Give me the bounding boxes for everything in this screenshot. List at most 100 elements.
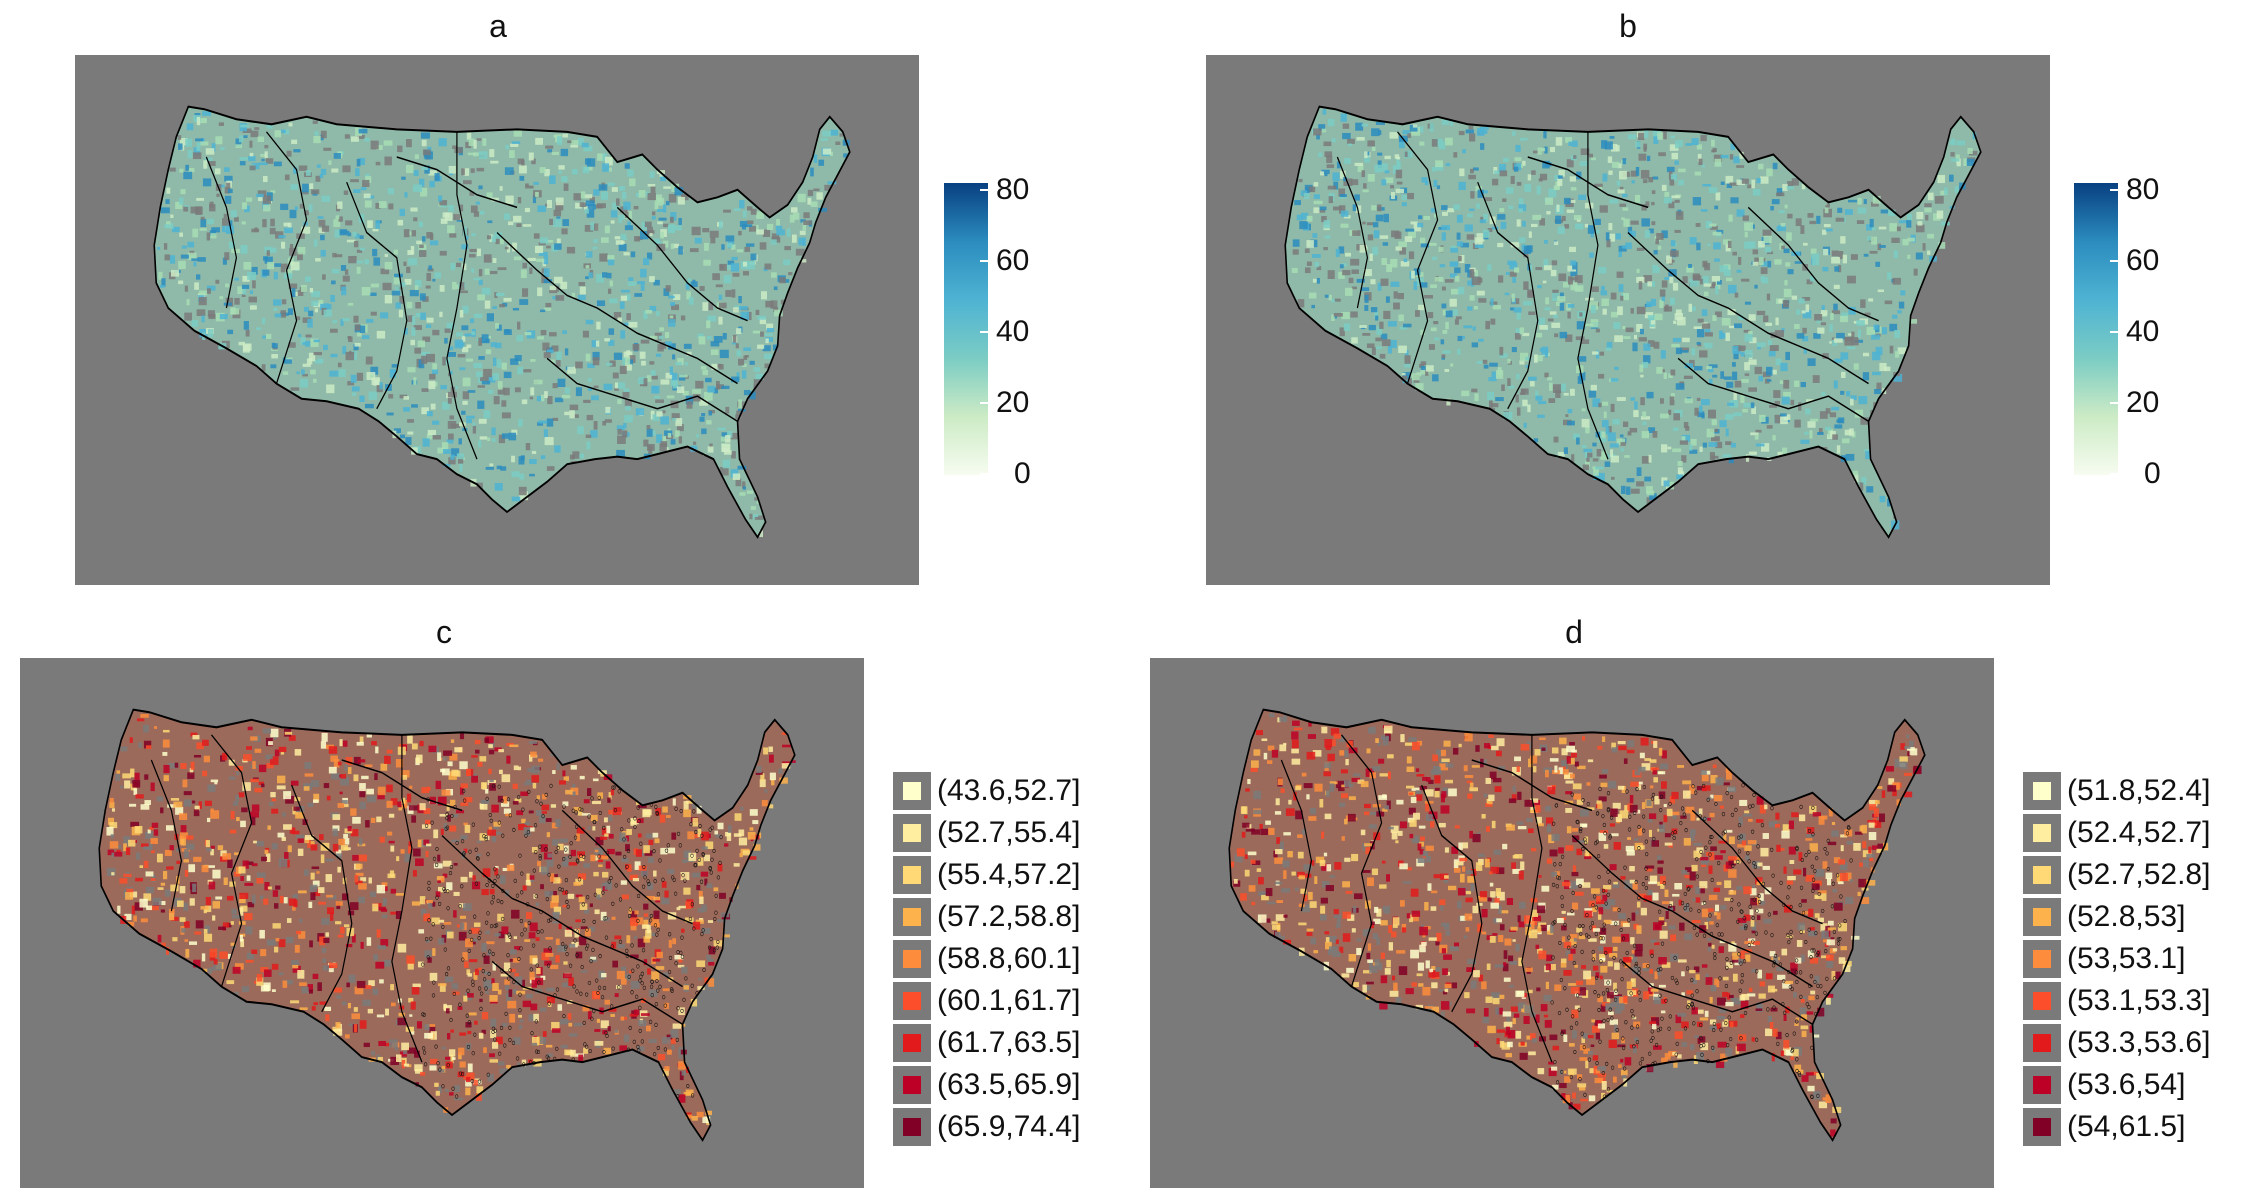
ecoregion-boundary — [1421, 784, 1483, 1013]
ecoregion-boundary — [1477, 181, 1539, 410]
us-map-b — [1284, 105, 1982, 539]
ecoregion-boundary — [491, 960, 683, 1026]
legend-d-swatch — [2033, 950, 2051, 968]
colorbar-b-tick: 80 — [2126, 173, 2160, 206]
us-map-d — [1228, 708, 1926, 1142]
colorbar-a — [944, 183, 988, 475]
ecoregion-boundary — [1336, 156, 1369, 309]
panel-title-c: c — [436, 614, 452, 650]
map-panel-d — [1150, 658, 1994, 1188]
legend-c-label: (65.9,74.4] — [937, 1110, 1081, 1143]
ecoregion-boundary — [1571, 834, 1813, 988]
legend-d-label: (53.1,53.3] — [2067, 984, 2211, 1017]
ecoregion-boundary — [1527, 156, 1649, 209]
ecoregion-boundary — [1341, 734, 1383, 987]
ecoregion-boundary — [291, 784, 353, 1013]
ecoregion-boundary — [1621, 960, 1813, 1026]
ecoregion-boundary — [150, 759, 183, 912]
map-panel-a — [75, 55, 919, 585]
ecoregion-boundary — [391, 734, 423, 1063]
ecoregion-boundary — [1471, 759, 1593, 812]
colorbar-a-tick: 80 — [996, 173, 1030, 206]
legend-c-label: (57.2,58.8] — [937, 900, 1081, 933]
legend-d-swatch — [2033, 1076, 2051, 1094]
legend-c-swatch — [903, 1118, 921, 1136]
ecoregion-boundary — [1691, 809, 1823, 925]
ecoregion-boundary — [396, 156, 518, 209]
legend-c-swatch — [903, 1076, 921, 1094]
map-panel-b — [1206, 55, 2050, 585]
legend-d-swatch — [2033, 824, 2051, 842]
legend-d-swatch — [2033, 908, 2051, 926]
colorbar-b — [2074, 183, 2118, 475]
legend-c-label: (55.4,57.2] — [937, 858, 1081, 891]
ecoregion-boundary — [561, 809, 693, 925]
us-outline — [153, 105, 851, 539]
legend-c-label: (60.1,61.7] — [937, 984, 1081, 1017]
legend-c-label: (61.7,63.5] — [937, 1026, 1081, 1059]
colorbar-b-tick: 0 — [2144, 457, 2161, 490]
panel-title-d: d — [1565, 614, 1583, 650]
legend-c-label: (58.8,60.1] — [937, 942, 1081, 975]
legend-c-swatch — [903, 950, 921, 968]
colorbar-a-tick: 40 — [996, 315, 1030, 348]
legend-d-swatch — [2033, 866, 2051, 884]
legend-d-swatch — [2033, 1118, 2051, 1136]
ecoregion-boundary — [205, 156, 238, 309]
colorbar-a-tick: 60 — [996, 244, 1030, 277]
ecoregion-boundary — [546, 357, 738, 423]
us-map-c — [98, 708, 796, 1142]
panel-title-b: b — [1619, 8, 1637, 44]
ecoregion-boundary — [1747, 206, 1879, 322]
ecoregion-boundary — [616, 206, 748, 322]
legend-c-swatch — [903, 866, 921, 884]
map-panel-c — [20, 658, 864, 1188]
ecoregion-boundary — [1280, 759, 1313, 912]
legend-d-swatch — [2033, 1034, 2051, 1052]
ecoregion-boundary — [1677, 357, 1869, 423]
map-landmass — [1229, 709, 1925, 1141]
legend-d-label: (53,53.1] — [2067, 942, 2186, 975]
us-map-a — [153, 105, 851, 539]
legend-d-label: (52.7,52.8] — [2067, 858, 2211, 891]
legend-c-swatch — [903, 782, 921, 800]
ecoregion-boundary — [341, 759, 463, 812]
ecoregion-boundary — [496, 231, 738, 385]
ecoregion-boundary — [1521, 734, 1553, 1063]
ecoregion-boundary — [1627, 231, 1869, 385]
legend-c-label: (63.5,65.9] — [937, 1068, 1081, 1101]
ecoregion-boundary — [1577, 131, 1609, 460]
ecoregion-boundary — [266, 131, 308, 384]
panel-title-a: a — [489, 8, 507, 44]
legend-d-label: (53.3,53.6] — [2067, 1026, 2211, 1059]
us-outline — [1284, 105, 1982, 539]
us-outline — [1228, 708, 1926, 1142]
ecoregion-boundary — [1397, 131, 1439, 384]
legend-c-swatch — [903, 1034, 921, 1052]
legend-c-swatch — [903, 824, 921, 842]
legend-c-label: (43.6,52.7] — [937, 774, 1081, 807]
colorbar-a-tick: 20 — [996, 386, 1030, 419]
legend-d-label: (53.6,54] — [2067, 1068, 2186, 1101]
legend-c-label: (52.7,55.4] — [937, 816, 1081, 849]
legend-d-label: (52.8,53] — [2067, 900, 2186, 933]
us-outline — [98, 708, 796, 1142]
legend-c: (43.6,52.7] (52.7,55.4] (55.4,57.2] (57.… — [893, 770, 1123, 1150]
map-landmass — [1285, 106, 1981, 538]
legend-d-label: (54,61.5] — [2067, 1110, 2186, 1143]
ecoregion-boundary — [441, 834, 683, 988]
legend-d-label: (52.4,52.7] — [2067, 816, 2211, 849]
colorbar-b-tick: 20 — [2126, 386, 2160, 419]
ecoregion-boundary — [446, 131, 478, 460]
colorbar-b-tick: 40 — [2126, 315, 2160, 348]
legend-d-swatch — [2033, 782, 2051, 800]
colorbar-b-tick: 60 — [2126, 244, 2160, 277]
map-landmass — [99, 709, 795, 1141]
ecoregion-boundary — [211, 734, 253, 987]
legend-c-swatch — [903, 992, 921, 1010]
colorbar-a-tick: 0 — [1014, 457, 1031, 490]
ecoregion-boundary — [346, 181, 408, 410]
legend-d-swatch — [2033, 992, 2051, 1010]
legend-c-swatch — [903, 908, 921, 926]
legend-d: (51.8,52.4] (52.4,52.7] (52.7,52.8] (52.… — [2023, 770, 2243, 1150]
